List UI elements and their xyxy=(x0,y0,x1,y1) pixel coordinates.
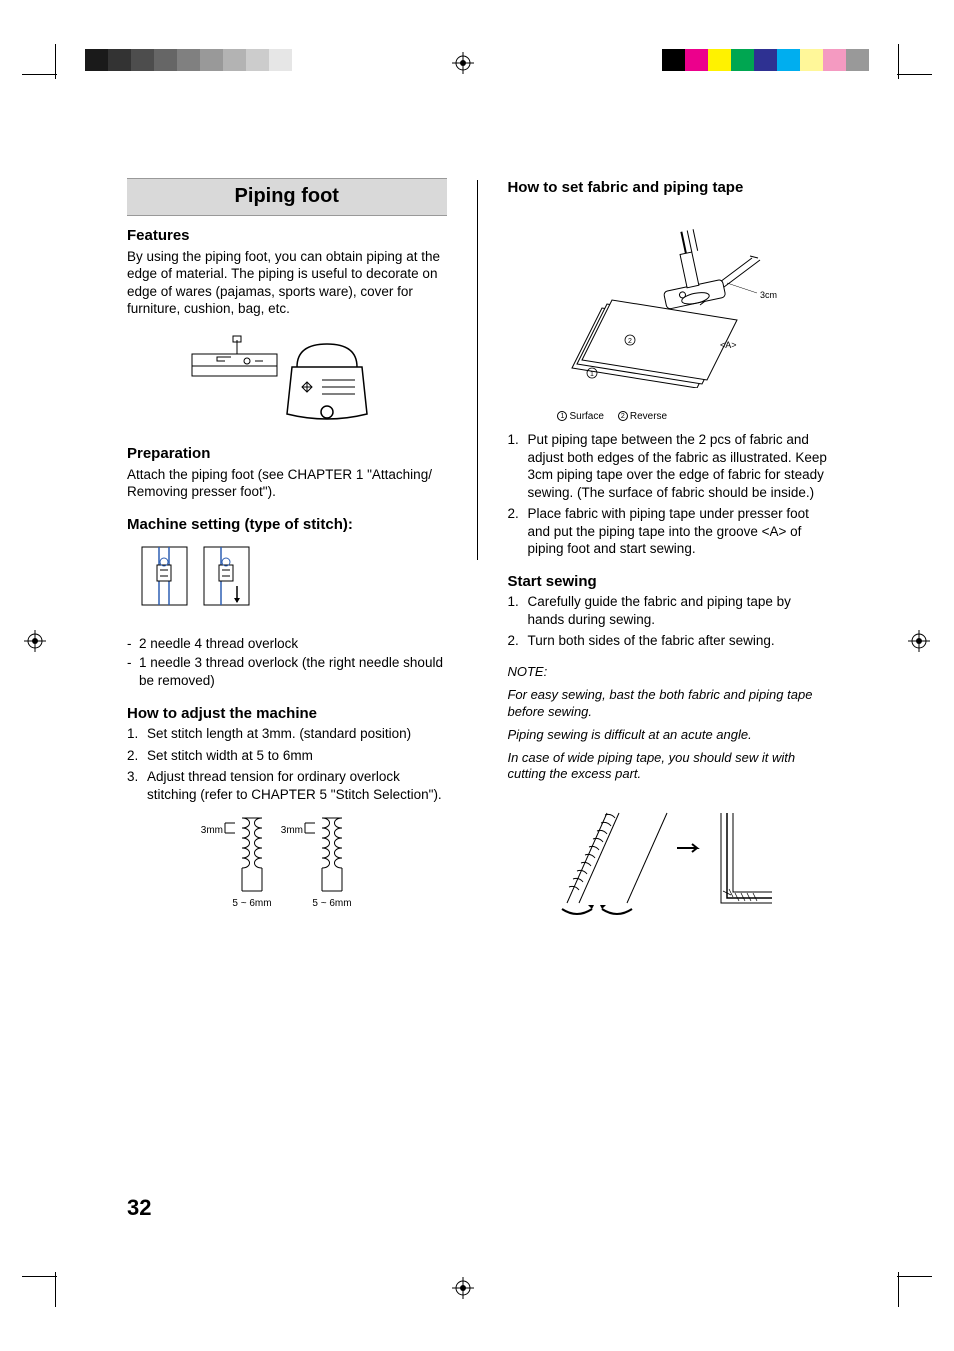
note-label: NOTE: xyxy=(507,664,827,681)
figure-legend: 1Surface 2Reverse xyxy=(557,410,827,423)
crop-mark xyxy=(55,1272,56,1307)
label-3cm: 3cm xyxy=(760,290,777,300)
set-fabric-heading: How to set fabric and piping tape xyxy=(507,178,827,198)
start-sewing-step-1: Carefully guide the fabric and piping ta… xyxy=(527,593,827,628)
registration-mark-icon xyxy=(908,630,930,652)
colorbar-swatch xyxy=(154,49,177,71)
stitch-type-list: -2 needle 4 thread overlock -1 needle 3 … xyxy=(127,635,447,690)
crop-mark xyxy=(897,1276,932,1277)
column-divider xyxy=(477,180,478,560)
svg-text:1: 1 xyxy=(590,371,594,378)
set-fabric-step-2: Place fabric with piping tape under pres… xyxy=(527,505,827,558)
start-sewing-step-2: Turn both sides of the fabric after sewi… xyxy=(527,632,827,650)
stitch-opt-2: 1 needle 3 thread overlock (the right ne… xyxy=(139,654,447,689)
section-title: Piping foot xyxy=(127,178,447,216)
set-fabric-steps: 1.Put piping tape between the 2 pcs of f… xyxy=(507,431,827,558)
legend-surface: Surface xyxy=(569,411,603,422)
result-figure xyxy=(507,793,827,928)
crop-mark xyxy=(55,44,56,79)
crop-mark xyxy=(22,74,57,75)
grayscale-color-bar xyxy=(85,49,315,71)
adjust-step-2: Set stitch width at 5 to 6mm xyxy=(147,747,447,765)
colorbar-swatch xyxy=(685,49,708,71)
crop-mark xyxy=(898,44,899,79)
colorbar-swatch xyxy=(731,49,754,71)
colorbar-swatch xyxy=(777,49,800,71)
set-fabric-step-1: Put piping tape between the 2 pcs of fab… xyxy=(527,431,827,501)
adjust-heading: How to adjust the machine xyxy=(127,704,447,724)
crop-mark xyxy=(22,1276,57,1277)
stitch-width-label: 5 ~ 6mm xyxy=(312,898,351,909)
stitch-opt-1: 2 needle 4 thread overlock xyxy=(139,635,298,653)
registration-mark-icon xyxy=(452,1277,474,1299)
page-number: 32 xyxy=(127,1195,151,1221)
machine-setting-figure xyxy=(137,542,447,617)
adjust-step-1: Set stitch length at 3mm. (standard posi… xyxy=(147,725,447,743)
crop-mark xyxy=(898,1272,899,1307)
label-A: <A> xyxy=(720,340,737,350)
note-1: For easy sewing, bast the both fabric an… xyxy=(507,687,827,721)
machine-setting-heading: Machine setting (type of stitch): xyxy=(127,515,447,535)
stitch-length-label: 3mm xyxy=(201,825,223,836)
colorbar-swatch xyxy=(223,49,246,71)
page-content: Piping foot Features By using the piping… xyxy=(127,178,827,946)
svg-text:2: 2 xyxy=(628,338,632,345)
colorbar-swatch xyxy=(823,49,846,71)
crop-mark xyxy=(897,74,932,75)
registration-mark-icon xyxy=(24,630,46,652)
set-fabric-figure: 3cm 1 2 <A> xyxy=(507,208,827,393)
cmyk-color-bar xyxy=(662,49,869,71)
colorbar-swatch xyxy=(246,49,269,71)
colorbar-swatch xyxy=(754,49,777,71)
registration-mark-icon xyxy=(452,52,474,74)
colorbar-swatch xyxy=(200,49,223,71)
features-figure xyxy=(127,332,447,427)
colorbar-swatch xyxy=(85,49,108,71)
colorbar-swatch xyxy=(269,49,292,71)
left-column: Piping foot Features By using the piping… xyxy=(127,178,447,946)
note-3: In case of wide piping tape, you should … xyxy=(507,750,827,784)
colorbar-swatch xyxy=(708,49,731,71)
colorbar-swatch xyxy=(131,49,154,71)
legend-reverse: Reverse xyxy=(630,411,667,422)
preparation-text: Attach the piping foot (see CHAPTER 1 "A… xyxy=(127,466,447,501)
colorbar-swatch xyxy=(846,49,869,71)
stitch-dimension-figure: 3mm 3mm 5 ~ 6mm 5 ~ 6mm xyxy=(127,813,447,928)
colorbar-swatch xyxy=(108,49,131,71)
colorbar-swatch xyxy=(662,49,685,71)
stitch-width-label: 5 ~ 6mm xyxy=(232,898,271,909)
adjust-step-3: Adjust thread tension for ordinary overl… xyxy=(147,768,447,803)
adjust-steps: 1.Set stitch length at 3mm. (standard po… xyxy=(127,725,447,803)
features-heading: Features xyxy=(127,226,447,246)
note-2: Piping sewing is difficult at an acute a… xyxy=(507,727,827,744)
start-sewing-steps: 1.Carefully guide the fabric and piping … xyxy=(507,593,827,650)
preparation-heading: Preparation xyxy=(127,444,447,464)
colorbar-swatch xyxy=(292,49,315,71)
colorbar-swatch xyxy=(177,49,200,71)
start-sewing-heading: Start sewing xyxy=(507,572,827,592)
stitch-length-label: 3mm xyxy=(281,825,303,836)
features-text: By using the piping foot, you can obtain… xyxy=(127,248,447,318)
right-column: How to set fabric and piping tape 3cm xyxy=(507,178,827,946)
colorbar-swatch xyxy=(800,49,823,71)
